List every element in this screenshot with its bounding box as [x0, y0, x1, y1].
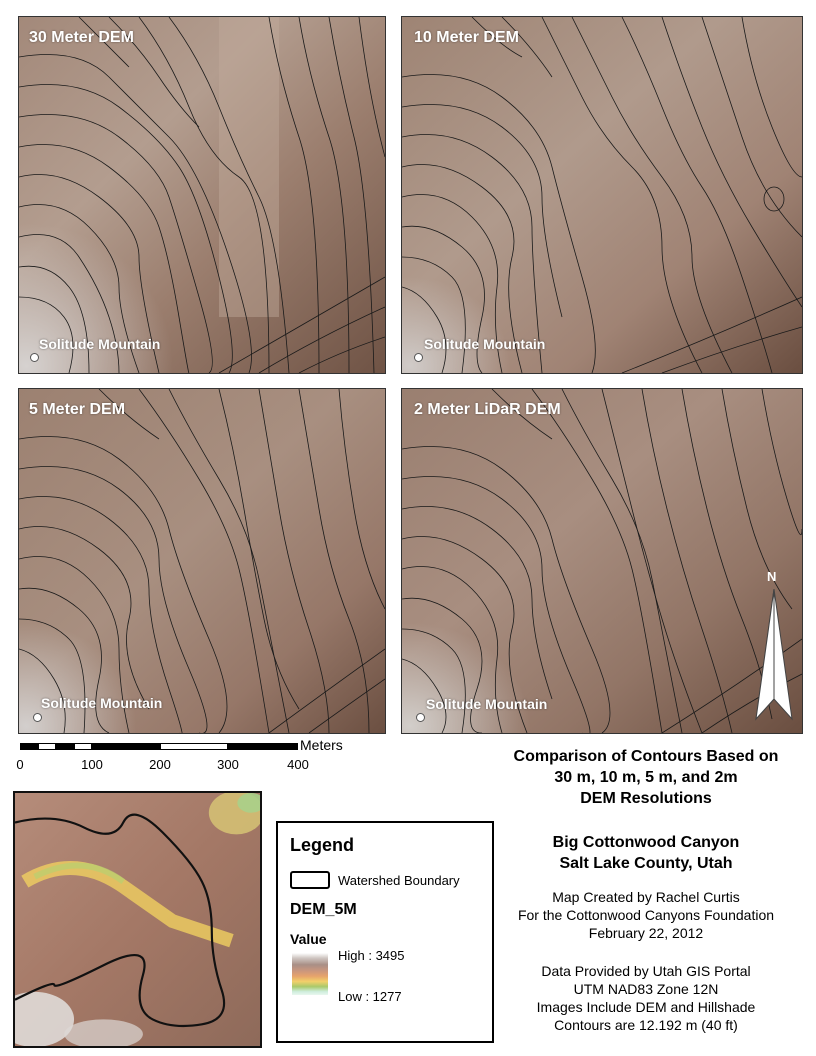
- panel-title: 30 Meter DEM: [29, 29, 134, 46]
- legend-value-heading: Value: [290, 931, 327, 947]
- inset-overview-map: [13, 791, 262, 1048]
- title-line: Comparison of Contours Based on: [513, 748, 779, 765]
- subtitle-line: Salt Lake County, Utah: [559, 855, 733, 872]
- panel-title: 10 Meter DEM: [414, 29, 519, 46]
- scale-bar: Meters 0 100 200 300 400: [16, 737, 342, 780]
- location-marker: [416, 713, 425, 722]
- location-marker: [414, 353, 423, 362]
- map-title: Comparison of Contours Based on 30 m, 10…: [470, 746, 816, 809]
- credit-line: February 22, 2012: [588, 925, 704, 941]
- info-line: Images Include DEM and Hillshade: [536, 999, 756, 1015]
- scale-tick: 0: [16, 757, 24, 772]
- subtitle-line: Big Cottonwood Canyon: [552, 834, 740, 851]
- terrain-map-30m: [19, 17, 385, 373]
- location-marker: [30, 353, 39, 362]
- watershed-boundary-label: Watershed Boundary: [338, 873, 460, 888]
- north-arrow: N: [752, 569, 796, 723]
- map-panel-30m: 30 Meter DEM Solitude Mountain: [18, 16, 386, 374]
- map-panel-2m-lidar: 2 Meter LiDaR DEM Solitude Mountain N: [401, 388, 803, 734]
- title-line: 30 m, 10 m, 5 m, and 2m: [554, 769, 738, 786]
- terrain-map-2m: [402, 389, 802, 733]
- panel-title: 2 Meter LiDaR DEM: [414, 401, 561, 418]
- scale-tick: 300: [217, 757, 239, 772]
- inset-terrain: [15, 793, 260, 1046]
- legend-high-label: High : 3495: [338, 948, 405, 963]
- credit-line: For the Cottonwood Canyons Foundation: [517, 907, 775, 923]
- legend-low-label: Low : 1277: [338, 989, 402, 1004]
- location-label: Solitude Mountain: [39, 336, 161, 352]
- data-source-info: Data Provided by Utah GIS Portal UTM NAD…: [470, 962, 816, 1034]
- scale-tick: 400: [287, 757, 309, 772]
- info-line: UTM NAD83 Zone 12N: [573, 981, 719, 997]
- elevation-color-ramp: [292, 953, 328, 995]
- location-label: Solitude Mountain: [41, 695, 163, 711]
- location-label: Solitude Mountain: [426, 696, 548, 712]
- legend: Legend Watershed Boundary DEM_5M Value H…: [276, 821, 494, 1043]
- map-subtitle: Big Cottonwood Canyon Salt Lake County, …: [470, 832, 816, 874]
- info-line: Data Provided by Utah GIS Portal: [541, 963, 751, 979]
- credits: Map Created by Rachel Curtis For the Cot…: [470, 888, 816, 942]
- map-panel-5m: 5 Meter DEM Solitude Mountain: [18, 388, 386, 734]
- north-arrow-label: N: [767, 569, 777, 584]
- map-panel-10m: 10 Meter DEM Solitude Mountain: [401, 16, 803, 374]
- title-line: DEM Resolutions: [580, 790, 712, 807]
- terrain-map-10m: [402, 17, 802, 373]
- watershed-boundary-swatch: [290, 871, 330, 889]
- panel-title: 5 Meter DEM: [29, 401, 126, 418]
- location-label: Solitude Mountain: [424, 336, 546, 352]
- scale-unit-label: Meters: [300, 737, 343, 753]
- scale-tick: 100: [81, 757, 103, 772]
- terrain-map-5m: [19, 389, 385, 733]
- credit-line: Map Created by Rachel Curtis: [552, 889, 740, 905]
- location-marker: [33, 713, 42, 722]
- legend-layer-name: DEM_5M: [290, 901, 357, 918]
- north-arrow-icon: [755, 589, 793, 721]
- info-line: Contours are 12.192 m (40 ft): [554, 1017, 738, 1033]
- legend-title: Legend: [290, 835, 355, 855]
- scale-tick: 200: [149, 757, 171, 772]
